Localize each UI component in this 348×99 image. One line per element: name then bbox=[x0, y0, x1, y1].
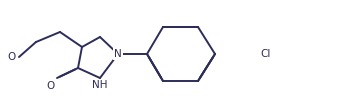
Text: O: O bbox=[47, 81, 55, 91]
Text: N: N bbox=[114, 49, 122, 59]
Text: Cl: Cl bbox=[260, 49, 270, 59]
Text: NH: NH bbox=[92, 80, 108, 90]
Text: O: O bbox=[8, 52, 16, 62]
